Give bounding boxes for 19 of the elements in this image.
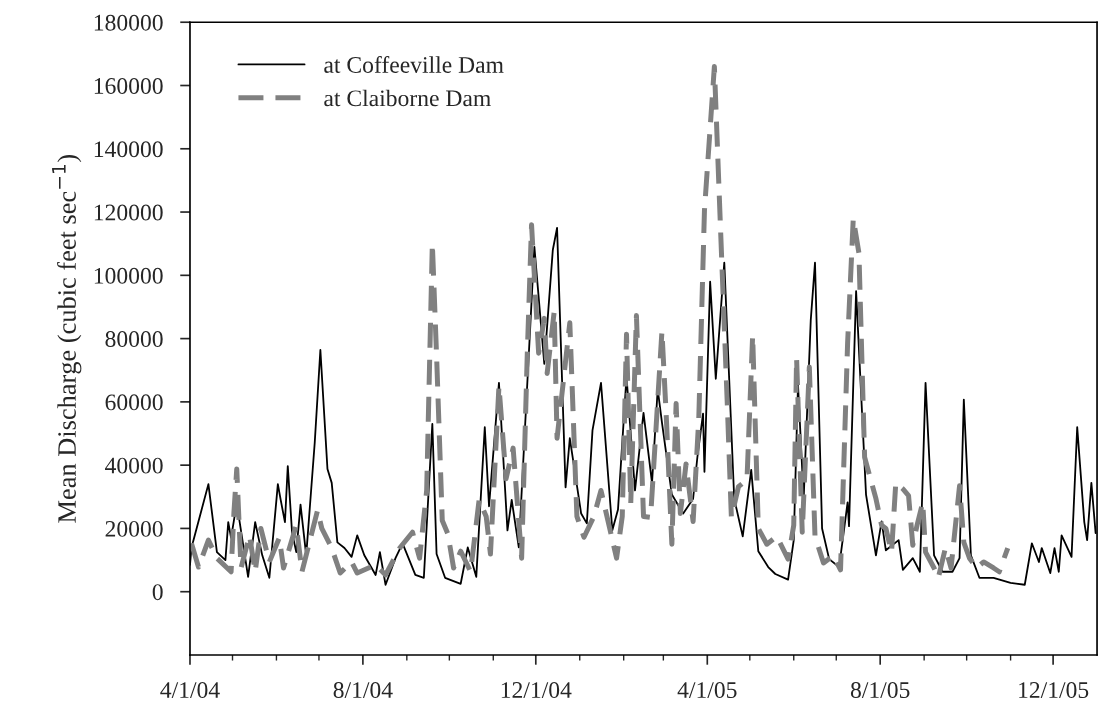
x-tick-label: 12/1/04 bbox=[501, 682, 572, 698]
y-tick-label: 40000 bbox=[105, 457, 163, 474]
y-tick-label: 0 bbox=[152, 584, 163, 601]
y-tick-label: 140000 bbox=[94, 141, 163, 158]
legend-label: at Coffeeville Dam bbox=[324, 56, 504, 73]
x-tick-label: 4/1/04 bbox=[160, 682, 220, 698]
x-tick-label: 4/1/05 bbox=[677, 682, 737, 698]
y-tick-label: 180000 bbox=[94, 14, 163, 31]
y-tick-label: 60000 bbox=[105, 394, 163, 411]
x-tick-label: 8/1/04 bbox=[333, 682, 393, 698]
y-tick-label: 20000 bbox=[105, 520, 163, 537]
y-tick-label: 120000 bbox=[94, 204, 163, 221]
y-tick-label: 160000 bbox=[94, 77, 163, 94]
legend-label: at Claiborne Dam bbox=[324, 89, 491, 107]
x-tick-label: 8/1/05 bbox=[850, 682, 910, 698]
y-axis-title: Mean Discharge (cubic feet sec$^{−1}$) bbox=[52, 155, 82, 523]
y-tick-label: 100000 bbox=[94, 267, 163, 284]
y-tick-label: 80000 bbox=[105, 331, 163, 348]
x-tick-label: 12/1/05 bbox=[1019, 682, 1089, 698]
